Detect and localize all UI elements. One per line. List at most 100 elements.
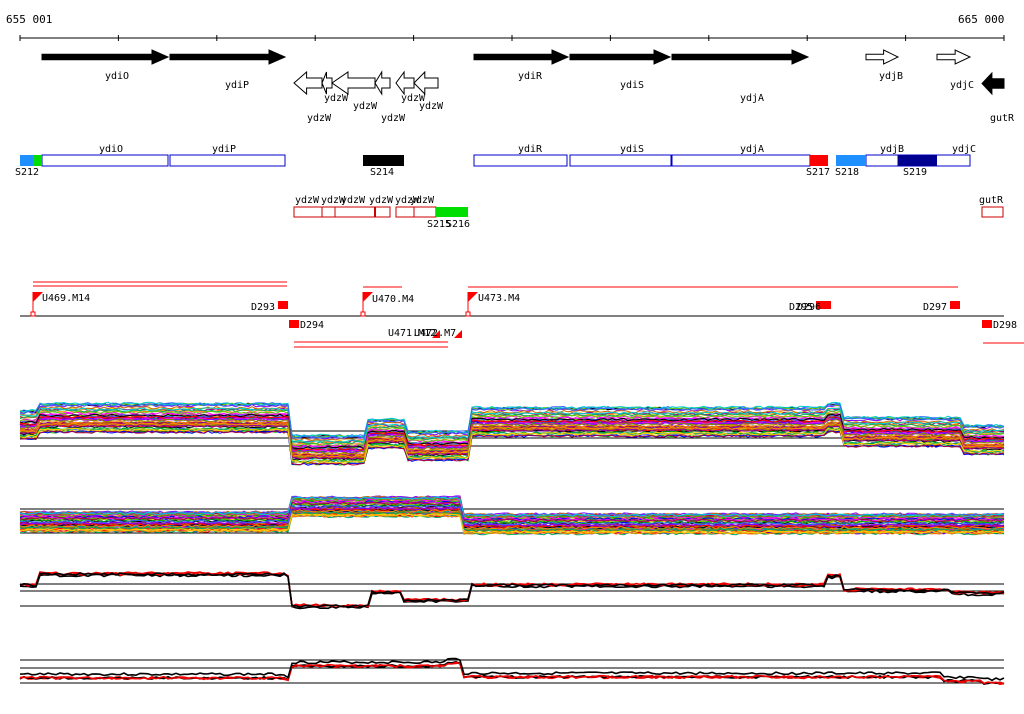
red-box-label: ydzW: [395, 195, 420, 206]
promoter-flag[interactable]: [363, 292, 373, 302]
gene-label: ydzW: [419, 101, 444, 112]
segment-s214[interactable]: S214: [363, 155, 404, 178]
segment-label: S217: [806, 167, 830, 178]
feature-u472-m7[interactable]: U472.M7: [414, 328, 462, 339]
gene-arrow[interactable]: [395, 70, 415, 96]
gene-arrow[interactable]: [569, 49, 672, 65]
gene-label: ydjB: [879, 71, 903, 82]
blue-annotation-box: [569, 154, 672, 167]
segment-block[interactable]: [836, 155, 866, 166]
segment-s216[interactable]: S216: [446, 207, 470, 230]
profile-line: [19, 498, 1004, 519]
blue-annotation-box: [671, 154, 811, 167]
feature-u470-m4[interactable]: U470.M4: [360, 292, 414, 317]
gene-ydzw[interactable]: ydzW: [321, 71, 349, 104]
feature-label: D297: [923, 302, 947, 313]
coordinate-ruler: 655 001 665 000: [6, 13, 1005, 41]
profile-line: [19, 418, 1005, 455]
feature-label: D298: [993, 320, 1017, 331]
gene-ydzw[interactable]: ydzW: [293, 70, 332, 124]
terminator-block[interactable]: [821, 301, 831, 309]
profile-panel-4: [19, 657, 1005, 686]
promoter-flag[interactable]: [432, 330, 440, 338]
segment-s218[interactable]: S218: [835, 155, 866, 178]
gene-ydjc[interactable]: ydjC: [936, 49, 974, 91]
gene-ydja[interactable]: ydjA: [671, 49, 810, 104]
gene-arrow[interactable]: [293, 70, 323, 96]
segment-block[interactable]: [898, 155, 937, 166]
terminator-block[interactable]: [278, 301, 288, 309]
feature-label: U470.M4: [372, 294, 414, 305]
profile-line: [19, 407, 1004, 443]
promoter-flag[interactable]: [468, 292, 478, 302]
feature-d296[interactable]: D296: [797, 301, 831, 313]
gene-ydzw[interactable]: ydzW: [331, 71, 378, 112]
gene-ydzw[interactable]: ydzW: [395, 70, 426, 104]
gene-label: ydzW: [307, 113, 332, 124]
red-annotation-box: [981, 206, 1004, 218]
profile-line: [19, 427, 1005, 464]
gene-ydio[interactable]: ydiO: [41, 49, 170, 82]
segment-s217[interactable]: S217: [806, 155, 830, 178]
red-box-label: ydzW: [321, 195, 346, 206]
segment-block[interactable]: [452, 207, 468, 217]
blue-box-label: ydjC: [952, 144, 976, 155]
gene-ydzw[interactable]: ydzW: [413, 70, 444, 112]
gene-arrow[interactable]: [169, 49, 287, 65]
gene-ydjb[interactable]: ydjB: [865, 49, 903, 82]
gene-gutr[interactable]: gutR: [981, 71, 1015, 124]
expression-profiles: [19, 401, 1005, 686]
feature-label: U471.M12: [388, 328, 436, 339]
scale-start-label: 655 001: [6, 13, 52, 26]
gene-arrow[interactable]: [865, 49, 900, 65]
profile-line: [19, 496, 1005, 518]
gene-arrow[interactable]: [41, 49, 170, 65]
gene-ydip[interactable]: ydiP: [169, 49, 287, 91]
segment-s219[interactable]: S219: [898, 155, 937, 178]
gene-label: gutR: [990, 113, 1015, 124]
segment-block[interactable]: [810, 155, 828, 166]
segment-block[interactable]: [363, 155, 404, 166]
red-annotation-box: [334, 206, 376, 218]
segment-block[interactable]: [436, 207, 452, 217]
feature-d293[interactable]: D293: [251, 301, 288, 313]
gene-arrow[interactable]: [671, 49, 810, 65]
feature-u471-m12[interactable]: U471.M12: [388, 328, 440, 339]
feature-d294[interactable]: D294: [289, 320, 324, 331]
feature-d297[interactable]: D297: [923, 301, 960, 313]
segment-s215[interactable]: S215: [427, 207, 452, 230]
feature-d298[interactable]: D298: [982, 320, 1017, 331]
terminator-block[interactable]: [982, 320, 992, 328]
segment-s212[interactable]: S212: [15, 155, 39, 178]
red-box-label: gutR: [979, 195, 1004, 206]
profile-line: [20, 403, 1005, 439]
gene-arrow[interactable]: [374, 70, 391, 96]
terminator-block[interactable]: [289, 320, 299, 328]
gene-arrow[interactable]: [413, 70, 439, 96]
segment-block[interactable]: [20, 155, 33, 166]
gene-arrow[interactable]: [981, 71, 1005, 96]
feature-label: D293: [251, 302, 275, 313]
gene-arrow[interactable]: [936, 49, 972, 65]
blue-box-label: ydiS: [620, 144, 644, 155]
gene-label: ydzW: [401, 93, 426, 104]
gene-label: ydiR: [518, 71, 543, 82]
feature-label: D296: [797, 302, 821, 313]
terminator-block[interactable]: [950, 301, 960, 309]
profile-line: [19, 657, 1005, 682]
gene-ydzw[interactable]: ydzW: [374, 70, 406, 124]
gene-arrow[interactable]: [473, 49, 570, 65]
promoter-flag[interactable]: [33, 292, 43, 302]
feature-label: D295: [789, 302, 813, 313]
promoter-flag[interactable]: [454, 330, 462, 338]
blue-box-label: ydiO: [99, 144, 123, 155]
gene-ydis[interactable]: ydiS: [569, 49, 672, 91]
feature-u473-m4[interactable]: U473.M4: [465, 292, 520, 317]
gene-arrow[interactable]: [321, 71, 333, 95]
blue-annotation-box: [41, 154, 169, 167]
gene-arrow[interactable]: [331, 71, 376, 95]
gene-ydir[interactable]: ydiR: [473, 49, 570, 82]
blue-annotation-box: [169, 154, 286, 167]
feature-u469-m14[interactable]: U469.M14: [30, 292, 90, 317]
